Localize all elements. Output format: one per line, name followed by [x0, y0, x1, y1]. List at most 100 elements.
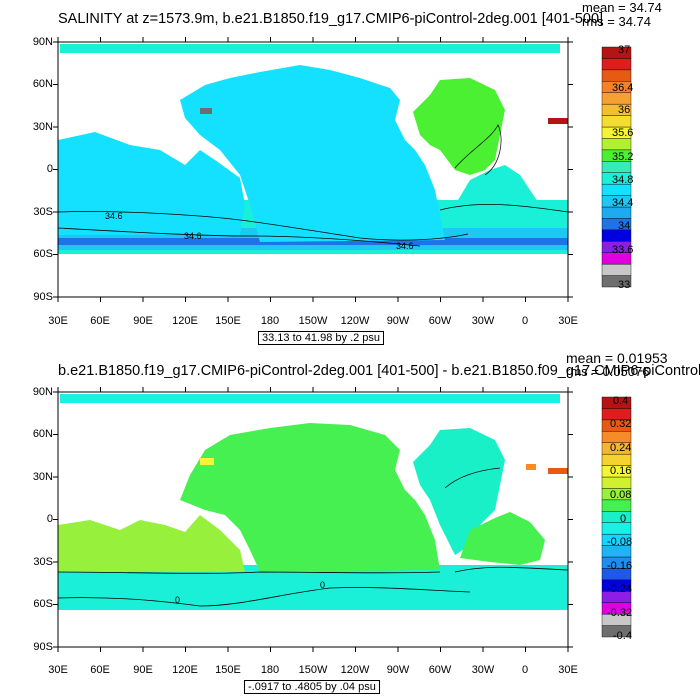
bottom-arctic	[60, 394, 560, 403]
bottom-colorbar-swatch	[601, 499, 632, 512]
top-lon-label: 90W	[386, 315, 410, 327]
top-colorbar	[601, 46, 632, 288]
bottom-ticks	[53, 387, 573, 652]
bottom-colorbar-swatch	[601, 522, 632, 535]
bottom-cbar-label: 0.32	[610, 418, 632, 430]
top-indian-ocean	[58, 132, 245, 235]
top-contour-line-2	[58, 227, 421, 247]
top-lat-label: 60S	[33, 248, 53, 260]
bottom-lat-label: 90N	[32, 386, 53, 398]
top-lon-label: 60E	[90, 315, 110, 327]
bottom-lon-label: 30E	[48, 664, 68, 676]
bottom-contour-atlantic	[444, 467, 501, 489]
bottom-lon-label: 30E	[558, 664, 578, 676]
bottom-cbar-label: 0.24	[610, 442, 632, 454]
bottom-lon-label: 150E	[215, 664, 241, 676]
top-lat-label: 60N	[32, 78, 53, 90]
bottom-atlantic	[413, 428, 505, 555]
top-antarctic-land	[58, 254, 568, 297]
top-mean: mean = 34.74	[582, 0, 662, 15]
bottom-indian-ocean	[58, 515, 245, 572]
top-arctic	[60, 44, 560, 53]
bottom-antarctic-land	[58, 610, 568, 647]
bottom-colorbar-swatch	[601, 476, 632, 489]
top-lon-label: 150W	[298, 315, 328, 327]
bottom-colorbar	[601, 396, 632, 638]
bottom-cbar-label: -0.4	[613, 630, 632, 642]
top-colorbar-swatch	[601, 69, 632, 82]
bottom-contour-label-2: 0	[175, 595, 180, 605]
bottom-lat-label: 30N	[32, 471, 53, 483]
top-lon-label: 180	[260, 315, 280, 327]
bottom-cbar-label: -0.08	[607, 536, 633, 548]
top-atlantic-north	[413, 78, 505, 175]
top-colorbar-swatch	[601, 58, 632, 71]
top-contour-atlantic	[454, 124, 502, 176]
bottom-cbar-label: 0.4	[613, 395, 629, 407]
bottom-lat-label: 60S	[33, 598, 53, 610]
top-cbar-label: 33	[618, 279, 631, 291]
top-cbar-label: 36.4	[612, 82, 634, 94]
top-lat-label: 0	[46, 163, 53, 175]
bottom-cbar-label: -0.32	[607, 607, 633, 619]
top-gray-patch	[200, 108, 212, 114]
top-lon-label: 30W	[471, 315, 495, 327]
top-colorbar-swatch	[601, 138, 632, 151]
top-contour-label-2: 34.6	[184, 231, 202, 241]
top-colorbar-swatch	[601, 92, 632, 105]
top-map: 34.6 34.6 34.6	[53, 37, 632, 302]
bottom-cbar-label: 0.08	[610, 489, 632, 501]
bottom-pacific-ocean	[180, 423, 440, 572]
top-lon-label: 90E	[133, 315, 153, 327]
bottom-south-atlantic	[460, 512, 545, 565]
bottom-colorbar-swatch	[601, 453, 632, 466]
bottom-lon-label: 150W	[298, 664, 328, 676]
bottom-med	[548, 468, 568, 474]
bottom-range-box: -.0917 to .4805 by .04 psu	[244, 680, 380, 694]
bottom-lon-label: 90E	[133, 664, 153, 676]
top-southern-deep	[58, 238, 568, 245]
top-cbar-label: 33.6	[612, 244, 634, 256]
top-cbar-label: 34.8	[612, 174, 634, 186]
bottom-orange-patch	[526, 464, 536, 470]
top-lat-label: 90S	[33, 291, 53, 303]
bottom-contour-line-2	[58, 587, 471, 607]
top-colorbar-swatch	[601, 161, 632, 173]
top-contour-label-3: 34.6	[396, 241, 414, 251]
bottom-rms: rms = 0.05076	[566, 364, 650, 379]
top-panel: SALINITY at z=1573.9m, b.e21.B1850.f19_g…	[32, 0, 662, 345]
top-med	[548, 118, 568, 124]
top-colorbar-swatch	[601, 115, 632, 128]
bottom-lat-label: 0	[46, 513, 53, 525]
bottom-lon-label: 120W	[340, 664, 370, 676]
top-title: SALINITY at z=1573.9m, b.e21.B1850.f19_g…	[58, 11, 604, 27]
top-ticks	[53, 37, 573, 302]
top-pacific-ocean	[180, 65, 445, 242]
bottom-lat-label: 60N	[32, 428, 53, 440]
bottom-lon-label: 60E	[90, 664, 110, 676]
top-lon-label: 120E	[172, 315, 198, 327]
bottom-lon-label: 60W	[428, 664, 452, 676]
bottom-lon-label: 30W	[471, 664, 495, 676]
bottom-cbar-label: 0	[620, 513, 627, 525]
top-lon-label: 0	[521, 315, 529, 327]
top-contour-line-1	[58, 211, 469, 241]
top-cbar-label: 36	[618, 104, 631, 116]
bottom-lon-label: 90W	[386, 664, 410, 676]
top-rms: rms = 34.74	[582, 14, 652, 29]
bottom-panel: b.e21.B1850.f19_g17.CMIP6-piControl-2deg…	[0, 350, 700, 700]
bottom-lat-label: 90S	[33, 641, 53, 653]
top-lon-label: 120W	[340, 315, 370, 327]
top-lat-label: 30N	[32, 121, 53, 133]
top-contour-line-3	[439, 203, 568, 213]
bottom-colorbar-swatch	[601, 396, 632, 409]
top-lat-label: 30S	[33, 206, 53, 218]
bottom-lon-label: 0	[521, 664, 529, 676]
bottom-contour-label-1: 0	[320, 580, 325, 590]
top-cbar-label: 35.2	[612, 151, 634, 163]
bottom-cbar-label: -0.24	[607, 583, 633, 595]
top-lon-label: 30E	[558, 315, 578, 327]
bottom-cbar-label: -0.16	[607, 560, 633, 572]
bottom-colorbar-swatch	[601, 431, 632, 443]
bottom-contour-line-1	[58, 571, 441, 574]
